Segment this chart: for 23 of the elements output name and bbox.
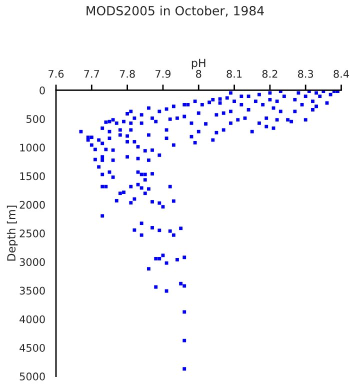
y-tick-label: 500 (26, 115, 45, 123)
x-tick-label: 8.4 (334, 70, 349, 78)
y-tick-label: 1000 (20, 144, 45, 152)
y-tick-label: 2500 (20, 230, 45, 238)
y-tick-label: 1500 (20, 172, 45, 180)
x-tick-label: 7.6 (48, 70, 64, 78)
x-tick-label: 8.2 (262, 70, 278, 78)
x-tick-label: 8.3 (298, 70, 314, 78)
y-tick-label: 5000 (20, 372, 45, 380)
chart-title: MODS2005 in October, 1984 (86, 6, 264, 17)
x-tick-label: 7.8 (120, 70, 135, 78)
x-tick-label: 7.7 (84, 70, 100, 78)
y-tick-label: 4000 (20, 315, 45, 324)
x-tick-label: 8.1 (226, 70, 242, 78)
x-tick-label: 7.9 (156, 70, 171, 78)
y-tick-label: 4500 (20, 344, 45, 352)
y-tick-label: 0 (40, 86, 45, 94)
y-axis-title: Depth [m] (6, 206, 18, 261)
y-tick-label: 2000 (20, 200, 45, 209)
y-tick-label: 3500 (20, 286, 45, 295)
x-tick-label: 8 (196, 70, 202, 78)
y-tick-label: 3000 (20, 258, 45, 266)
x-axis-title: pH (192, 58, 206, 70)
